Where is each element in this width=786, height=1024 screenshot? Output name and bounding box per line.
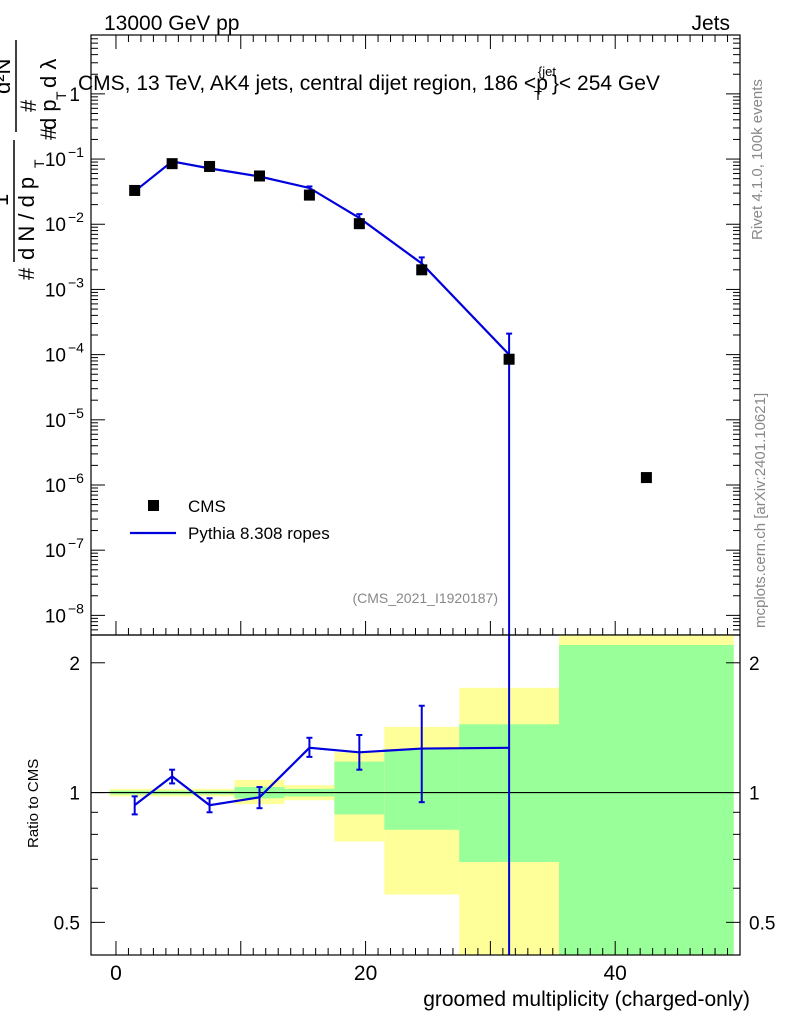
- top-y-tick-exponent: −1: [68, 144, 84, 160]
- x-axis-label: groomed multiplicity (charged-only): [423, 988, 750, 1011]
- top-y-tick-label: 10: [45, 476, 66, 497]
- ratio-y-tick-label: 1: [69, 784, 80, 805]
- y-axis-label-part-1: #: [14, 267, 39, 280]
- y-axis-label-part-4: 1: [0, 194, 13, 206]
- top-y-tick-label: 10: [45, 150, 66, 171]
- ratio-y-tick-label-right: 2: [749, 654, 760, 675]
- header-jets-label: Jets: [691, 12, 730, 35]
- top-panel-frame: [90, 34, 741, 636]
- title-sup: {jet: [538, 64, 556, 79]
- legend-cms-marker: [148, 500, 159, 511]
- y-axis-label-part-8: #: [16, 99, 41, 112]
- top-y-tick-label: 10: [45, 346, 66, 367]
- top-y-tick-exponent: −5: [68, 405, 84, 421]
- bottom-panel: 0.5 0.5 1 1 2 2 0 20 40 Ratio to CMS groomed mu…: [25, 634, 776, 1011]
- y-axis-label-part-9: d²N: [0, 59, 15, 94]
- top-x-ticks: [115, 35, 741, 635]
- cms-data-point: [640, 472, 652, 484]
- title-main: CMS, 13 TeV, AK4 jets, central dijet reg…: [78, 72, 548, 95]
- top-y-tick-exponent: −3: [68, 274, 84, 290]
- top-y-tick-exponent: −2: [68, 209, 84, 225]
- top-y-axis-label: # d N / d p T 1 # d p T # d²N d λ: [0, 40, 69, 280]
- y-axis-label-part-3: T: [31, 159, 47, 168]
- ratio-y-axis-label: Ratio to CMS: [25, 759, 42, 848]
- cms-data-point: [253, 170, 265, 182]
- top-y-tick-label: 10: [45, 606, 66, 627]
- legend-mc-label: Pythia 8.308 ropes: [188, 524, 330, 543]
- ratio-y-tick-label-right: 1: [749, 784, 760, 805]
- rivet-version-label: Rivet 4.1.0, 100k events: [749, 79, 766, 240]
- top-y-tick-label: 10: [45, 411, 66, 432]
- legend: CMS Pythia 8.308 ropes: [130, 497, 330, 543]
- cms-data-point: [416, 264, 428, 276]
- y-axis-label-part-10: d λ: [36, 59, 61, 88]
- ratio-chart-marks: [91, 635, 740, 955]
- ratio-y-tick-label-right: 0.5: [749, 913, 775, 934]
- ratio-x-ticks: 0 20 40: [110, 941, 741, 985]
- cms-data-point: [503, 353, 515, 365]
- top-panel: 10 −810 −710 −610 −510 −410 −310 −210 −11 (CMS_2…: [45, 34, 741, 636]
- ratio-y-tick-label: 2: [69, 654, 80, 675]
- top-y-tick-label: 1: [69, 85, 80, 106]
- chart-title: CMS, 13 TeV, AK4 jets, central dijet reg…: [78, 64, 660, 103]
- top-y-tick-exponent: −7: [68, 535, 84, 551]
- y-axis-label-part-6: d p: [36, 99, 61, 130]
- header-energy-label: 13000 GeV pp: [104, 12, 239, 35]
- top-y-tick-exponent: −8: [68, 600, 84, 616]
- cms-data-point: [129, 184, 141, 196]
- legend-cms-label: CMS: [188, 497, 226, 516]
- top-y-tick-label: 10: [45, 541, 66, 562]
- top-y-tick-label: 10: [45, 215, 66, 236]
- top-y-tick-exponent: −6: [68, 470, 84, 486]
- top-y-tick-label: 10: [45, 280, 66, 301]
- analysis-tag: (CMS_2021_I1920187): [352, 590, 498, 606]
- cms-data-point: [353, 218, 365, 230]
- title-end: }< 254 GeV: [552, 72, 660, 95]
- top-y-tick-exponent: −4: [68, 340, 84, 356]
- ratio-y-ticks: 0.5 0.5 1 1 2 2: [54, 654, 776, 935]
- y-axis-label-part-2: d N / d p: [14, 177, 39, 260]
- y-axis-label-part-5: #: [36, 127, 61, 140]
- ratio-x-tick-label: 0: [110, 962, 122, 985]
- ratio-x-tick-label: 20: [354, 962, 377, 985]
- ratio-mc-line: [134, 746, 510, 807]
- mcplots-label: mcplots.cern.ch [arXiv:2401.10621]: [752, 393, 769, 628]
- cms-data-point: [204, 160, 216, 172]
- ratio-x-tick-label: 40: [604, 962, 627, 985]
- cms-data-point: [303, 189, 315, 201]
- cms-data-point: [166, 158, 178, 170]
- top-y-ticks: 10 −810 −710 −610 −510 −410 −310 −210 −11: [45, 34, 740, 636]
- top-chart-marks: [129, 158, 652, 635]
- y-axis-label-part-7: T: [53, 91, 69, 100]
- mc-series-line: [133, 160, 510, 356]
- ratio-band-inner: [559, 644, 734, 955]
- ratio-y-tick-label: 0.5: [54, 913, 80, 934]
- title-sub: T: [534, 88, 542, 103]
